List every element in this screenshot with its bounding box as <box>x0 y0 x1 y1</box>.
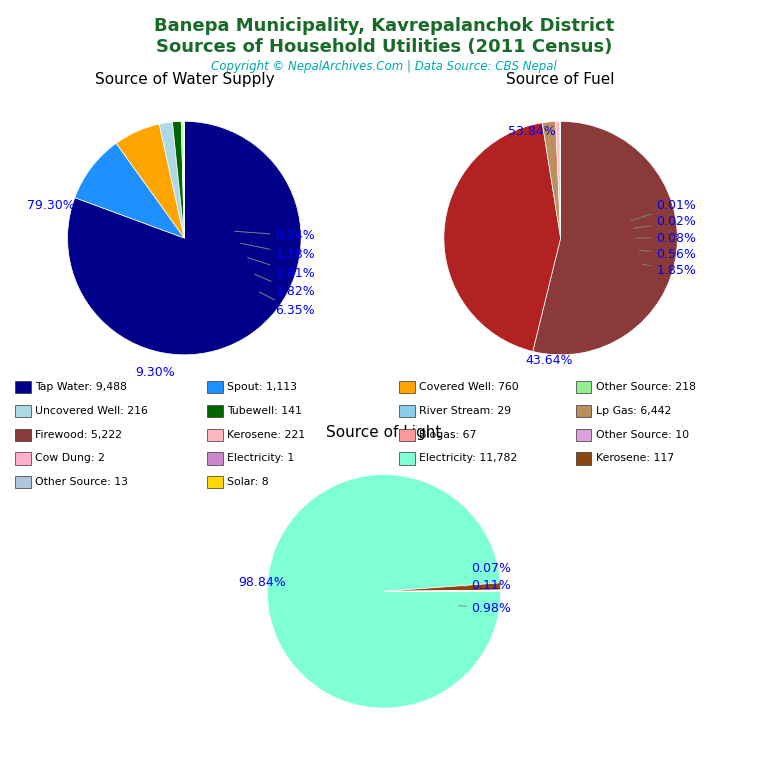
Text: 98.84%: 98.84% <box>238 575 286 588</box>
Wedge shape <box>444 123 561 352</box>
Text: 1.82%: 1.82% <box>254 274 315 298</box>
Text: 53.84%: 53.84% <box>508 125 555 138</box>
Text: 0.07%: 0.07% <box>465 561 511 578</box>
Wedge shape <box>116 124 184 238</box>
Wedge shape <box>181 121 184 238</box>
Text: Copyright © NepalArchives.Com | Data Source: CBS Nepal: Copyright © NepalArchives.Com | Data Sou… <box>211 60 557 73</box>
Text: 79.30%: 79.30% <box>27 199 74 212</box>
Wedge shape <box>68 121 301 355</box>
Text: 0.01%: 0.01% <box>631 199 697 221</box>
Text: Other Source: 10: Other Source: 10 <box>596 429 689 440</box>
Wedge shape <box>542 121 561 238</box>
Wedge shape <box>267 475 501 708</box>
Text: 0.24%: 0.24% <box>235 229 315 242</box>
Text: 0.02%: 0.02% <box>634 215 697 228</box>
Text: Spout: 1,113: Spout: 1,113 <box>227 382 297 392</box>
Text: Covered Well: 760: Covered Well: 760 <box>419 382 519 392</box>
Text: Firewood: 5,222: Firewood: 5,222 <box>35 429 122 440</box>
Text: Biogas: 67: Biogas: 67 <box>419 429 477 440</box>
Text: 1.85%: 1.85% <box>643 264 697 277</box>
Title: Source of Light: Source of Light <box>326 425 442 440</box>
Text: 9.30%: 9.30% <box>135 366 175 379</box>
Wedge shape <box>384 583 501 591</box>
Wedge shape <box>173 121 184 238</box>
Text: Tubewell: 141: Tubewell: 141 <box>227 406 302 416</box>
Text: Sources of Household Utilities (2011 Census): Sources of Household Utilities (2011 Cen… <box>156 38 612 56</box>
Text: Electricity: 11,782: Electricity: 11,782 <box>419 453 518 464</box>
Text: Banepa Municipality, Kavrepalanchok District: Banepa Municipality, Kavrepalanchok Dist… <box>154 17 614 35</box>
Text: Kerosene: 117: Kerosene: 117 <box>596 453 674 464</box>
Text: 0.98%: 0.98% <box>459 602 511 615</box>
Title: Source of Water Supply: Source of Water Supply <box>94 72 274 87</box>
Text: Uncovered Well: 216: Uncovered Well: 216 <box>35 406 148 416</box>
Text: Tap Water: 9,488: Tap Water: 9,488 <box>35 382 127 392</box>
Text: 1.18%: 1.18% <box>240 243 315 261</box>
Wedge shape <box>556 121 561 238</box>
Text: 0.11%: 0.11% <box>463 579 511 592</box>
Wedge shape <box>159 122 184 238</box>
Text: 0.56%: 0.56% <box>639 248 697 261</box>
Title: Source of Fuel: Source of Fuel <box>506 72 615 87</box>
Text: River Stream: 29: River Stream: 29 <box>419 406 511 416</box>
Text: Kerosene: 221: Kerosene: 221 <box>227 429 306 440</box>
Text: 1.81%: 1.81% <box>247 257 315 280</box>
Text: 43.64%: 43.64% <box>525 354 573 367</box>
Wedge shape <box>384 590 501 591</box>
Wedge shape <box>560 121 561 238</box>
Text: Other Source: 13: Other Source: 13 <box>35 477 128 488</box>
Text: Solar: 8: Solar: 8 <box>227 477 269 488</box>
Text: Electricity: 1: Electricity: 1 <box>227 453 295 464</box>
Wedge shape <box>74 144 184 238</box>
Text: Other Source: 218: Other Source: 218 <box>596 382 696 392</box>
Text: Lp Gas: 6,442: Lp Gas: 6,442 <box>596 406 671 416</box>
Text: 0.08%: 0.08% <box>636 232 697 244</box>
Text: Cow Dung: 2: Cow Dung: 2 <box>35 453 105 464</box>
Wedge shape <box>183 121 184 238</box>
Text: 6.35%: 6.35% <box>259 292 315 317</box>
Wedge shape <box>533 121 677 355</box>
